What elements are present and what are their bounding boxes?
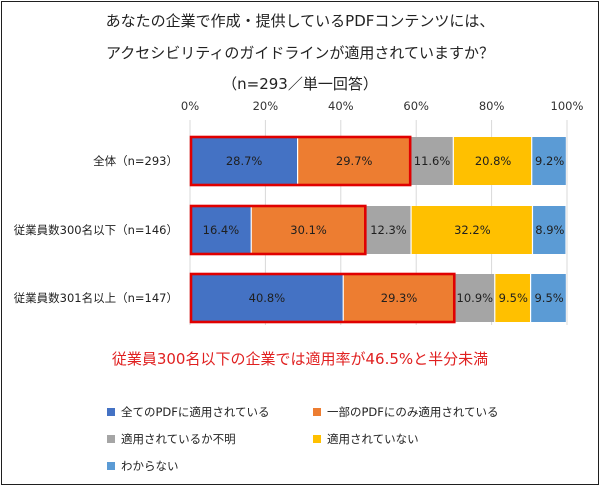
bar-segment <box>251 206 365 254</box>
legend-swatch <box>107 462 115 470</box>
bar-segment <box>533 206 566 254</box>
highlight-outline <box>189 135 412 187</box>
category-label: 従業員数300名以下（n=146） <box>14 223 178 237</box>
legend-item-all-pdf: 全てのPDFに適用されている <box>107 404 270 420</box>
data-label: 12.3% <box>370 223 407 237</box>
bar-segment <box>453 137 532 185</box>
chart-subtitle: （n=293／単一回答） <box>222 75 378 93</box>
data-label: 16.4% <box>203 223 240 237</box>
x-tick-label: 0% <box>181 99 199 113</box>
legend-item-unknown-applied: 適用されているか不明 <box>107 431 236 447</box>
legend-label: わからない <box>121 459 179 473</box>
data-label: 10.9% <box>457 291 494 305</box>
data-label: 8.9% <box>535 223 564 237</box>
x-tick-label: 20% <box>253 99 279 113</box>
data-label: 32.2% <box>454 223 491 237</box>
chart-title-line-1: あなたの企業で作成・提供しているPDFコンテンツには、 <box>105 12 495 30</box>
data-label: 30.1% <box>290 223 327 237</box>
legend-label: 一部のPDFにのみ適用されている <box>327 405 499 419</box>
x-tick-label: 40% <box>328 99 354 113</box>
data-label: 29.3% <box>381 291 418 305</box>
data-label: 40.8% <box>249 291 286 305</box>
legend-item-some-pdf: 一部のPDFにのみ適用されている <box>313 404 499 420</box>
bar-segment <box>410 137 453 185</box>
bar-segment <box>531 274 566 322</box>
category-label: 全体（n=293） <box>93 154 178 168</box>
bar-segment <box>190 206 251 254</box>
legend-item-not-applied: 適用されていない <box>313 431 419 447</box>
category-label: 従業員数301名以上（n=147） <box>14 291 178 305</box>
bar-segment <box>454 274 495 322</box>
legend-label: 適用されているか不明 <box>121 432 236 446</box>
chart-title-line-2: アクセシビリティのガイドラインが適用されていますか？ <box>106 44 494 62</box>
bar-segment <box>495 274 530 322</box>
legend-item-dont-know: わからない <box>107 458 179 474</box>
legend-swatch <box>313 435 321 443</box>
x-tick-label: 100% <box>551 99 584 113</box>
x-tick-label: 60% <box>403 99 429 113</box>
data-label: 28.7% <box>226 154 263 168</box>
highlight-outline <box>189 272 456 324</box>
legend-swatch <box>107 435 115 443</box>
data-label: 9.2% <box>535 154 564 168</box>
data-label: 29.7% <box>336 154 373 168</box>
data-label: 9.5% <box>499 291 528 305</box>
bar-segment <box>365 206 411 254</box>
bar-segment <box>411 206 532 254</box>
bar-segment <box>298 137 409 185</box>
data-label: 11.6% <box>414 154 451 168</box>
legend-label: 適用されていない <box>327 432 419 446</box>
legend-swatch <box>313 408 321 416</box>
legend-swatch <box>107 408 115 416</box>
highlight-outline <box>189 204 367 256</box>
highlight-note: 従業員300名以下の企業では適用率が46.5%と半分未満 <box>111 350 489 368</box>
data-label: 20.8% <box>475 154 512 168</box>
data-label: 9.5% <box>534 291 563 305</box>
x-tick-label: 80% <box>479 99 505 113</box>
bar-segment <box>190 137 297 185</box>
bar-segment <box>532 137 566 185</box>
legend-label: 全てのPDFに適用されている <box>121 405 270 419</box>
bar-segment <box>190 274 343 322</box>
bar-segment <box>343 274 454 322</box>
